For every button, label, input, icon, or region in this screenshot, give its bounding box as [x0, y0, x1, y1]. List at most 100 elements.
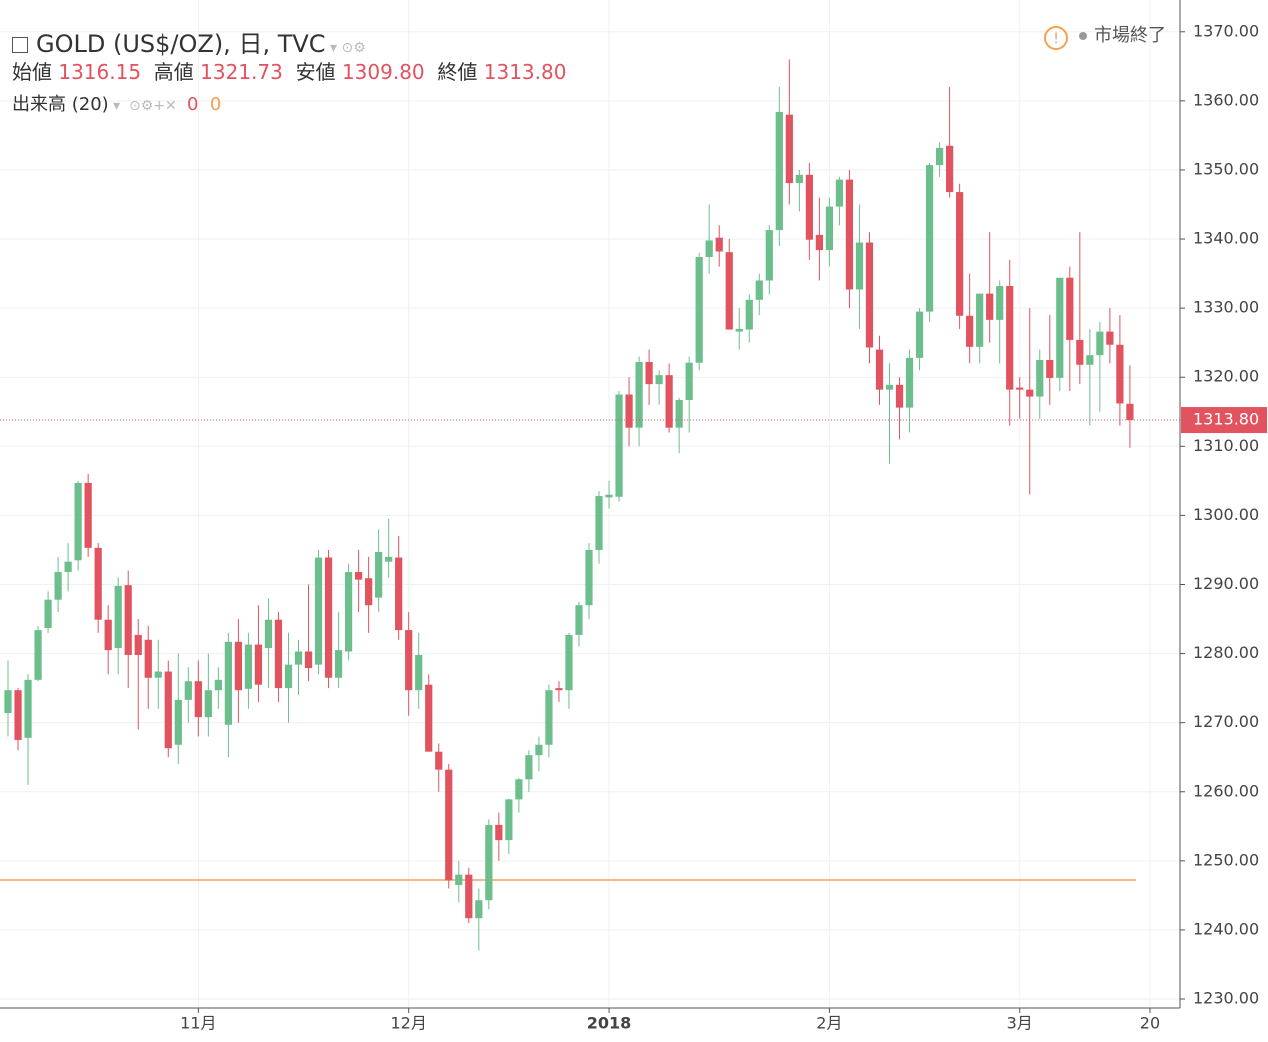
- candle-body: [835, 179, 844, 207]
- candle-body: [445, 769, 453, 881]
- candle-body: [946, 145, 954, 193]
- ohlc-legend: 始値 1316.15 高値 1321.73 安値 1309.80 終値 1313…: [12, 56, 566, 85]
- candle-body: [455, 874, 463, 886]
- candle-body: [355, 572, 363, 580]
- candle-body: [715, 237, 723, 252]
- candle-body: [966, 315, 974, 347]
- candle-body: [525, 755, 533, 780]
- candle-body: [294, 651, 303, 665]
- candle-body: [895, 384, 904, 408]
- candle-body: [124, 585, 132, 655]
- candle-body: [1036, 359, 1044, 397]
- y-tick-label: 1370.00: [1193, 21, 1259, 40]
- symbol-title: GOLD (US$/OZ), 日, TVC: [36, 30, 326, 58]
- candle-body: [495, 824, 503, 841]
- candle-body: [815, 234, 823, 251]
- candle-body: [635, 362, 643, 428]
- x-tick-label: 11月: [180, 1014, 216, 1033]
- candle-body: [545, 690, 553, 745]
- x-tick-label: 2018: [587, 1014, 632, 1033]
- candle-body: [505, 799, 513, 841]
- candle-body: [114, 585, 122, 649]
- candle-body: [825, 206, 834, 251]
- candle-body: [234, 641, 243, 691]
- candle-body: [585, 549, 593, 606]
- candle-body: [625, 394, 633, 428]
- y-tick-label: 1280.00: [1193, 643, 1259, 662]
- candle-body: [855, 242, 864, 290]
- y-tick-label: 1310.00: [1193, 436, 1259, 455]
- candle-body: [375, 552, 383, 598]
- x-tick-label: 2月: [816, 1014, 842, 1033]
- candle-body: [194, 681, 202, 718]
- collapse-icon[interactable]: [12, 37, 28, 53]
- candle-body: [164, 671, 172, 749]
- symbol: GOLD (US$/OZ), 日, TVC ▾ ⊙⚙: [12, 24, 366, 59]
- volume-value: 0: [186, 94, 199, 115]
- y-tick-label: 1350.00: [1193, 159, 1259, 178]
- y-tick-label: 1270.00: [1193, 712, 1259, 731]
- candle-body: [1086, 355, 1094, 365]
- candle-body: [74, 482, 82, 561]
- candle-body: [184, 681, 192, 700]
- candle-body: [485, 824, 493, 901]
- candle-body: [134, 634, 142, 655]
- candle-body: [365, 578, 373, 606]
- candle-body: [395, 557, 403, 631]
- candle-body: [405, 630, 413, 691]
- candle-body: [425, 684, 433, 752]
- candle-body: [465, 874, 473, 919]
- candle-body: [905, 357, 914, 408]
- candle-body: [865, 242, 874, 348]
- candle-body: [174, 699, 182, 745]
- candle-body: [675, 400, 683, 428]
- y-tick-label: 1320.00: [1193, 367, 1259, 386]
- candle-body: [555, 688, 563, 691]
- status-dot: [1079, 32, 1087, 40]
- candle-body: [1016, 387, 1024, 390]
- candle-body: [925, 165, 934, 312]
- y-tick-label: 1250.00: [1193, 850, 1259, 869]
- high-value: 1321.73: [200, 60, 283, 84]
- volume-ma-value: 0: [209, 94, 222, 115]
- candle-body: [1056, 277, 1064, 378]
- candle-body: [64, 561, 72, 573]
- x-tick-label: 3月: [1007, 1014, 1033, 1033]
- candle-body: [705, 240, 713, 258]
- y-tick-label: 1360.00: [1193, 90, 1259, 109]
- candle-body: [224, 641, 232, 725]
- candle-body: [795, 174, 803, 184]
- candle-body: [415, 654, 423, 691]
- candle-body: [515, 779, 523, 800]
- candle-body: [1046, 359, 1054, 378]
- candle-body: [54, 572, 62, 600]
- candle-body: [1116, 344, 1124, 404]
- open-value: 1316.15: [58, 60, 142, 84]
- y-tick-label: 1240.00: [1193, 919, 1259, 938]
- low-label: 安値: [295, 60, 336, 84]
- candle-body: [996, 286, 1004, 320]
- candle-body: [685, 362, 693, 401]
- candle-body: [745, 299, 753, 330]
- market-status: 市場終了: [1094, 25, 1166, 46]
- candle-body: [775, 111, 783, 231]
- candle-body: [274, 619, 283, 689]
- candle-body: [4, 690, 12, 713]
- candle-body: [695, 257, 703, 363]
- candle-body: [735, 328, 743, 332]
- y-tick-label: 1260.00: [1193, 781, 1259, 800]
- candle-body: [875, 349, 884, 390]
- candle-body: [34, 630, 42, 680]
- candle-body: [94, 547, 102, 620]
- candle-body: [565, 634, 573, 691]
- candle-body: [535, 744, 543, 756]
- low-value: 1309.80: [341, 60, 425, 84]
- x-tick-label: 20: [1140, 1014, 1160, 1033]
- candle-body: [14, 690, 22, 740]
- candle-body: [976, 293, 984, 347]
- candle-body: [334, 650, 343, 678]
- candle-body: [244, 644, 253, 689]
- candle-body: [1026, 389, 1034, 397]
